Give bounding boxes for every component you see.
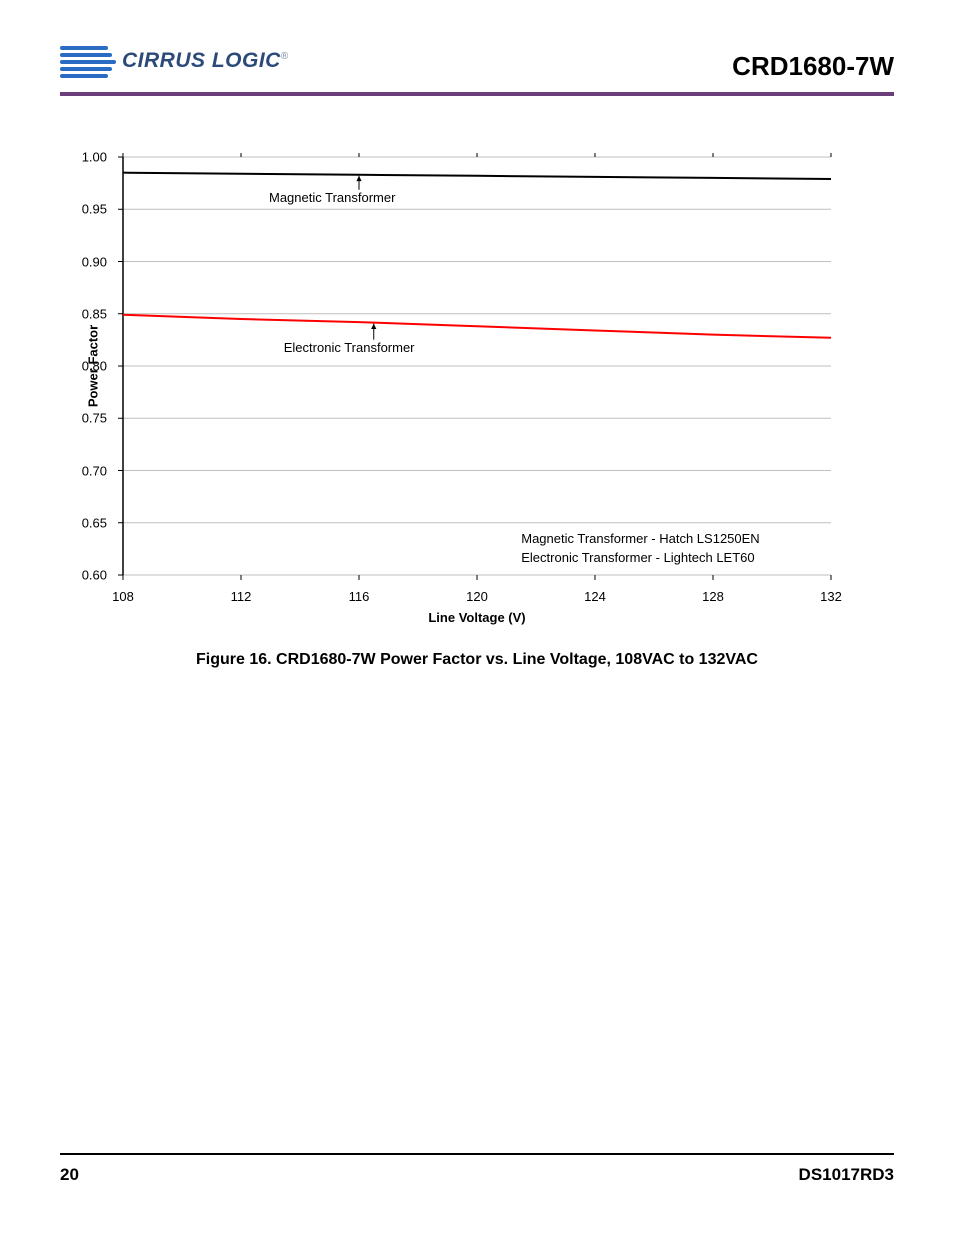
- x-tick-label: 108: [112, 589, 134, 604]
- series-annotation: Electronic Transformer: [284, 340, 415, 355]
- document-title: CRD1680-7W: [732, 51, 894, 82]
- page-header: CIRRUS LOGIC® CRD1680-7W: [0, 0, 954, 92]
- figure-caption: Figure 16. CRD1680-7W Power Factor vs. L…: [0, 651, 954, 669]
- y-tick-label: 0.70: [82, 463, 107, 478]
- series-annotation: Magnetic Transformer: [269, 190, 395, 205]
- logo-mark-icon: [60, 40, 116, 82]
- x-tick-label: 124: [584, 589, 606, 604]
- legend-line: Magnetic Transformer - Hatch LS1250EN: [521, 530, 759, 548]
- y-tick-label: 0.85: [82, 306, 107, 321]
- x-axis-label: Line Voltage (V): [428, 610, 525, 625]
- y-tick-label: 0.60: [82, 568, 107, 583]
- power-factor-chart: Power Factor Line Voltage (V) 0.600.650.…: [117, 151, 837, 581]
- chart-legend: Magnetic Transformer - Hatch LS1250ENEle…: [521, 530, 759, 566]
- x-tick-label: 132: [820, 589, 842, 604]
- y-tick-label: 0.90: [82, 254, 107, 269]
- x-tick-label: 120: [466, 589, 488, 604]
- brand-logo: CIRRUS LOGIC®: [60, 40, 289, 82]
- page-footer: 20 DS1017RD3: [60, 1153, 894, 1185]
- y-tick-label: 0.80: [82, 359, 107, 374]
- x-tick-label: 112: [231, 589, 252, 604]
- y-tick-label: 1.00: [82, 150, 107, 165]
- brand-name: CIRRUS LOGIC®: [122, 49, 289, 73]
- header-rule: [60, 92, 894, 96]
- y-tick-label: 0.65: [82, 515, 107, 530]
- x-tick-label: 128: [702, 589, 724, 604]
- chart-svg: [117, 151, 837, 581]
- footer-rule: [60, 1153, 894, 1155]
- document-reference: DS1017RD3: [799, 1165, 894, 1185]
- page-number: 20: [60, 1165, 79, 1185]
- x-tick-label: 116: [349, 589, 370, 604]
- legend-line: Electronic Transformer - Lightech LET60: [521, 549, 759, 567]
- y-tick-label: 0.95: [82, 202, 107, 217]
- y-tick-label: 0.75: [82, 411, 107, 426]
